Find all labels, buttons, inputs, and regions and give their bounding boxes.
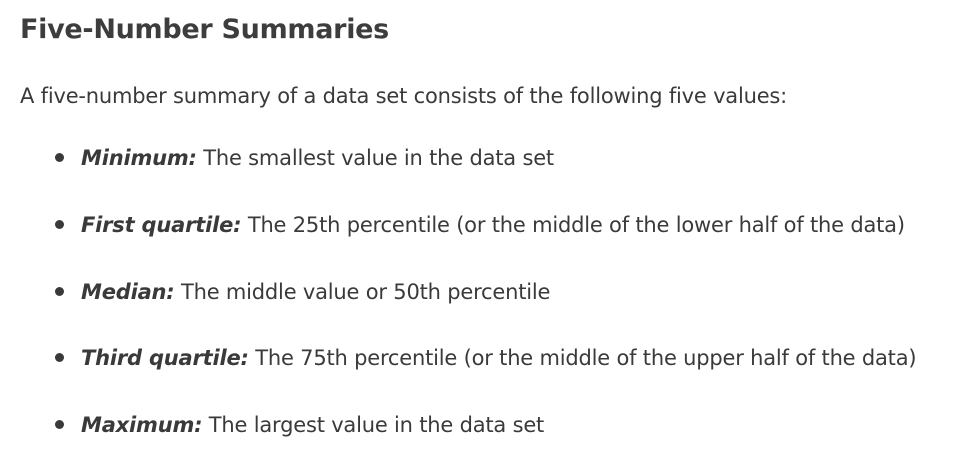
bullet-icon (55, 219, 64, 229)
bullet-icon (55, 352, 64, 362)
bullet-icon (55, 286, 64, 296)
list-item-first-quartile: First quartile: The 25th percentile (or … (55, 212, 905, 238)
term-description: The middle value or 50th percentile (174, 280, 551, 304)
term-description: The 75th percentile (or the middle of th… (248, 346, 917, 370)
list-item-minimum: Minimum: The smallest value in the data … (55, 145, 554, 171)
term-description: The 25th percentile (or the middle of th… (241, 213, 905, 237)
term-label: Third quartile: (81, 346, 249, 370)
term-label: Median: (81, 280, 175, 304)
list-item-maximum: Maximum: The largest value in the data s… (55, 412, 544, 438)
bullet-icon (55, 419, 64, 429)
bullet-icon (55, 152, 64, 162)
list-item-third-quartile: Third quartile: The 75th percentile (or … (55, 345, 917, 371)
term-label: Minimum: (81, 146, 197, 170)
term-description: The largest value in the data set (202, 413, 545, 437)
term-description: The smallest value in the data set (196, 146, 554, 170)
section-heading: Five-Number Summaries (20, 14, 389, 45)
term-label: Maximum: (81, 413, 203, 437)
list-item-median: Median: The middle value or 50th percent… (55, 279, 550, 305)
term-label: First quartile: (81, 213, 242, 237)
intro-paragraph: A five-number summary of a data set cons… (20, 84, 788, 108)
